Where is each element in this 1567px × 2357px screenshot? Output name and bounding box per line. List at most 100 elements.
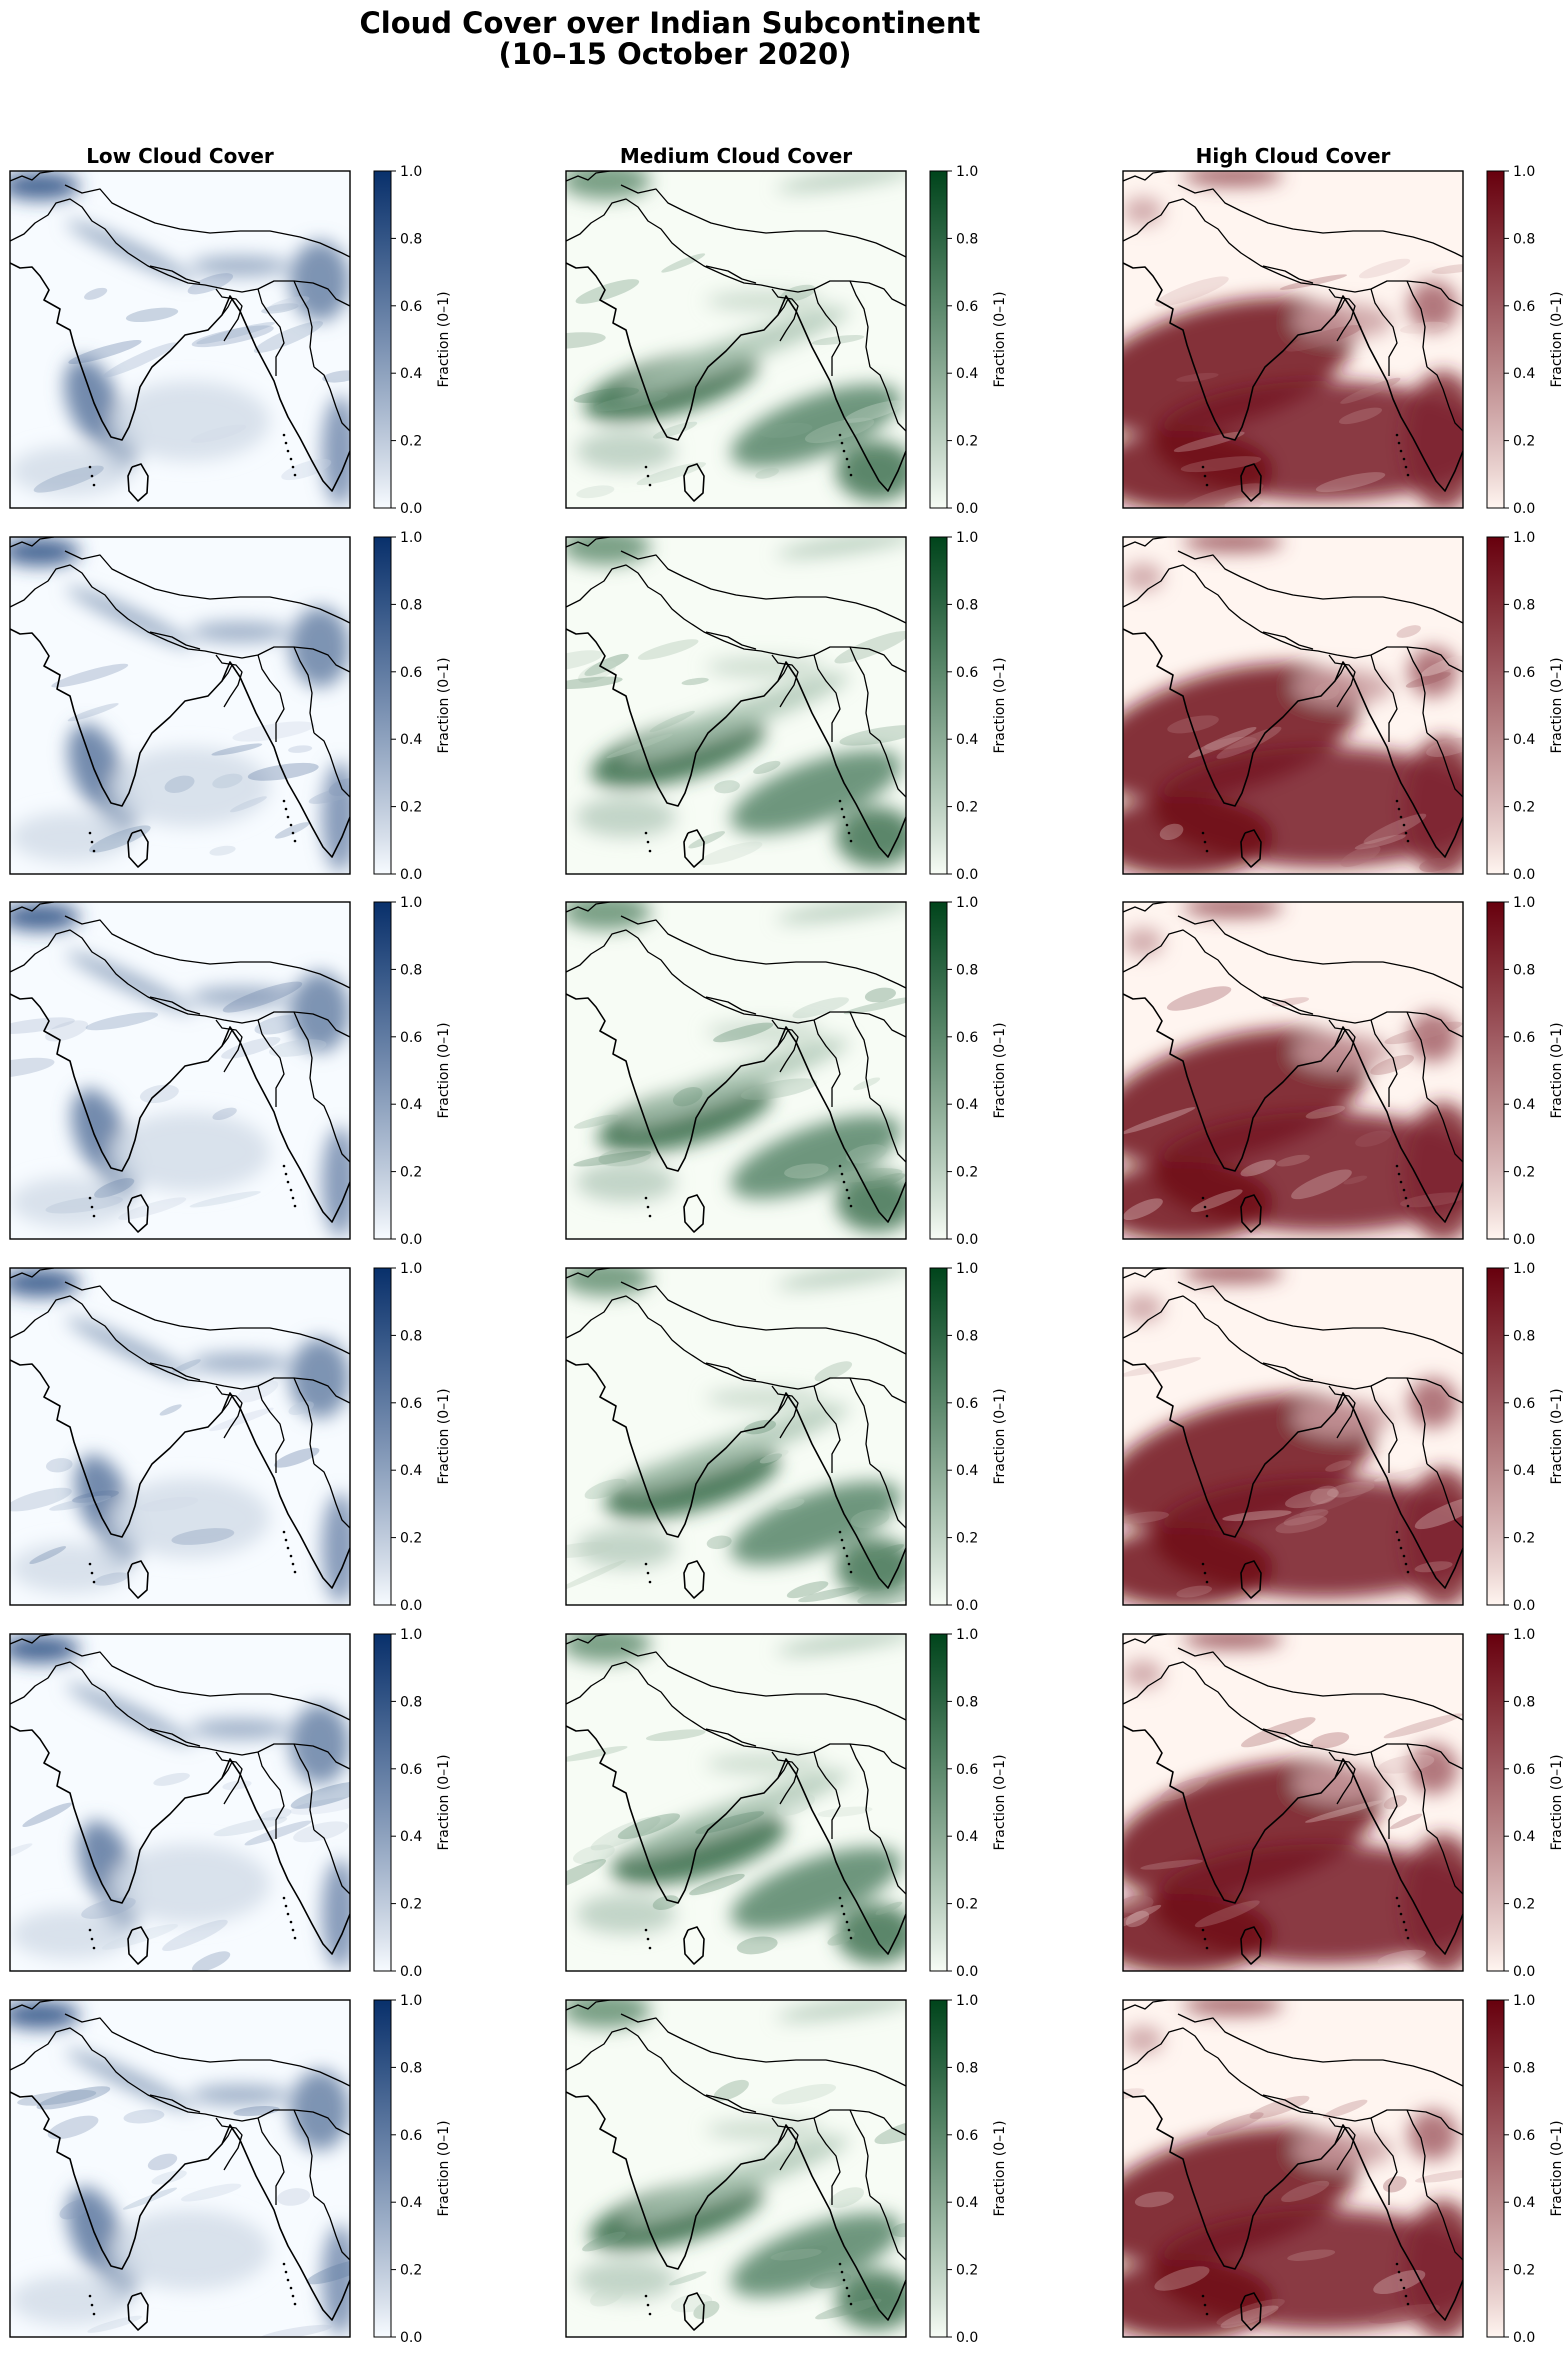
country-border-5 <box>215 1019 243 1073</box>
panel-high-row-3: 0.0 0.2 0.4 0.6 0.8 1.0 Fraction (0–1) <box>1122 895 1565 1248</box>
sri-lanka-outline <box>127 1926 149 1965</box>
colorbar-gradient <box>929 1267 948 1606</box>
map-frame <box>9 536 351 875</box>
cloud-field-low-row-5 <box>10 1634 350 1971</box>
country-border-6 <box>257 288 285 376</box>
colorbar-high-row-1: 0.0 0.2 0.4 0.6 0.8 1.0 Fraction (0–1) <box>1486 164 1565 517</box>
colorbar-tick-label: 0.6 <box>1513 1030 1535 1046</box>
coastline <box>566 993 906 1223</box>
island-9 <box>1205 1580 1209 1584</box>
country-border-3 <box>620 915 906 989</box>
island-1 <box>1395 1164 1399 1168</box>
country-border-9 <box>777 298 789 316</box>
island-2 <box>840 807 844 811</box>
colorbar-tick-label: 0.4 <box>1513 366 1535 382</box>
colorbar-tick-label: 0.2 <box>400 1897 422 1913</box>
country-border-9 <box>221 298 233 316</box>
country-border-4 <box>705 2094 757 2113</box>
sri-lanka-outline <box>683 1194 705 1233</box>
cloud-field-high-row-6 <box>1123 2000 1463 2337</box>
country-border-5 <box>771 1385 799 1439</box>
country-border-8 <box>1426 1463 1463 1529</box>
colorbar-tick-label: 0.8 <box>1513 231 1535 247</box>
colorbar-tick-label: 1.0 <box>400 1627 422 1643</box>
sri-lanka-outline <box>683 463 705 502</box>
island-3 <box>286 1546 290 1550</box>
country-border-7 <box>849 1377 871 1465</box>
country-border-1 <box>1123 929 1463 1038</box>
colorbar-label: Fraction (0–1) <box>436 657 452 753</box>
island-8 <box>90 840 94 844</box>
country-border-1 <box>10 929 350 1038</box>
map-outlines-high-row-1 <box>1123 171 1463 502</box>
island-4 <box>845 1554 849 1558</box>
island-3 <box>842 1180 846 1184</box>
island-6 <box>293 2302 297 2306</box>
island-4 <box>289 2286 293 2290</box>
colorbar-low-row-2: 0.0 0.2 0.4 0.6 0.8 1.0 Fraction (0–1) <box>373 530 452 883</box>
country-border-2 <box>1123 537 1168 548</box>
country-border-6 <box>257 1019 285 1107</box>
colorbar-medium-row-4: 0.0 0.2 0.4 0.6 0.8 1.0 Fraction (0–1) <box>929 1261 1008 1614</box>
panel-low-row-6: 0.0 0.2 0.4 0.6 0.8 1.0 Fraction (0–1) <box>9 1993 452 2346</box>
country-border-4 <box>705 265 757 284</box>
island-6 <box>1406 1570 1410 1574</box>
panel-medium-row-1: 0.0 0.2 0.4 0.6 0.8 1.0 Fraction (0–1) <box>565 164 1008 517</box>
country-border-4 <box>1262 2094 1314 2113</box>
island-7 <box>644 831 648 835</box>
country-border-1 <box>1123 1661 1463 1770</box>
country-border-9 <box>1334 2127 1346 2145</box>
colorbar-tick-label: 0.8 <box>400 1328 422 1344</box>
map-frame <box>1122 1633 1464 1972</box>
coastline <box>10 2091 350 2321</box>
colorbar-tick-label: 0.2 <box>956 800 978 816</box>
colorbar-high-row-3: 0.0 0.2 0.4 0.6 0.8 1.0 Fraction (0–1) <box>1486 895 1565 1248</box>
colorbar-tick-label: 0.6 <box>1513 1396 1535 1412</box>
country-border-8 <box>869 366 906 432</box>
island-3 <box>842 1912 846 1916</box>
country-border-6 <box>1370 1385 1398 1473</box>
country-border-1 <box>1123 1295 1463 1404</box>
colorbar-tick-label: 0.0 <box>956 1598 978 1614</box>
colorbar-tick-label: 1.0 <box>1513 530 1535 546</box>
island-9 <box>1205 483 1209 487</box>
island-4 <box>1402 457 1406 461</box>
colorbar-gradient <box>929 1999 948 2338</box>
panel-medium-row-2: 0.0 0.2 0.4 0.6 0.8 1.0 Fraction (0–1) <box>565 530 1008 883</box>
island-8 <box>646 1571 650 1575</box>
island-2 <box>284 1538 288 1542</box>
colorbar-tick-label: 0.6 <box>956 299 978 315</box>
country-border-2 <box>1123 1268 1168 1279</box>
colorbar-tick-label: 0.0 <box>956 867 978 883</box>
island-3 <box>286 449 290 453</box>
island-8 <box>646 474 650 478</box>
colorbar-tick-label: 0.8 <box>1513 962 1535 978</box>
island-3 <box>842 1546 846 1550</box>
country-border-4 <box>1262 631 1314 650</box>
island-6 <box>293 839 297 843</box>
sri-lanka-outline <box>1240 2292 1262 2331</box>
island-8 <box>1203 1937 1207 1941</box>
country-border-1 <box>566 2027 906 2136</box>
colorbar-tick-label: 1.0 <box>956 164 978 180</box>
colorbar-tick-label: 0.4 <box>400 1829 422 1845</box>
colorbar-tick-label: 0.0 <box>1513 1964 1535 1980</box>
island-9 <box>648 1946 652 1950</box>
country-border-8 <box>1426 2195 1463 2261</box>
column-title-low: Low Cloud Cover <box>86 144 274 168</box>
island-2 <box>1397 1538 1401 1542</box>
panel-low-row-2: 0.0 0.2 0.4 0.6 0.8 1.0 Fraction (0–1) <box>9 530 452 883</box>
country-border-2 <box>1123 171 1168 182</box>
colorbar-label: Fraction (0–1) <box>436 2120 452 2216</box>
island-5 <box>291 831 295 835</box>
colorbar-tick-label: 0.2 <box>956 1165 978 1181</box>
island-2 <box>840 2270 844 2274</box>
colorbar-tick-label: 0.6 <box>400 299 422 315</box>
island-9 <box>648 2312 652 2316</box>
colorbar-tick-label: 1.0 <box>400 1261 422 1277</box>
sri-lanka-outline <box>1240 1194 1262 1233</box>
sri-lanka-outline <box>127 1560 149 1599</box>
colorbar-tick-label: 0.8 <box>400 231 422 247</box>
country-border-8 <box>313 1463 350 1529</box>
island-9 <box>648 1214 652 1218</box>
